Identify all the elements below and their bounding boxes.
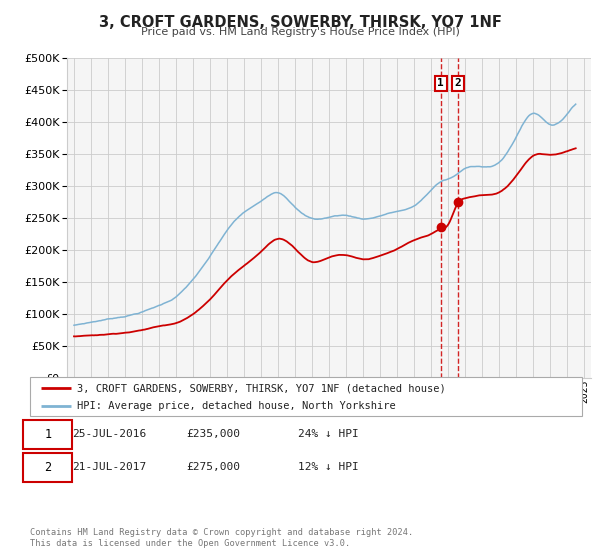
Text: 3, CROFT GARDENS, SOWERBY, THIRSK, YO7 1NF (detached house): 3, CROFT GARDENS, SOWERBY, THIRSK, YO7 1… bbox=[77, 383, 446, 393]
Text: 1: 1 bbox=[44, 428, 52, 441]
Text: Price paid vs. HM Land Registry's House Price Index (HPI): Price paid vs. HM Land Registry's House … bbox=[140, 27, 460, 37]
Text: 24% ↓ HPI: 24% ↓ HPI bbox=[298, 429, 359, 439]
Text: 25-JUL-2016: 25-JUL-2016 bbox=[72, 429, 146, 439]
FancyBboxPatch shape bbox=[23, 419, 73, 449]
Text: £275,000: £275,000 bbox=[186, 462, 240, 472]
Text: 2: 2 bbox=[44, 461, 52, 474]
FancyBboxPatch shape bbox=[30, 377, 582, 416]
Text: Contains HM Land Registry data © Crown copyright and database right 2024.: Contains HM Land Registry data © Crown c… bbox=[30, 528, 413, 536]
Text: 2: 2 bbox=[454, 78, 461, 88]
Text: 1: 1 bbox=[437, 78, 444, 88]
Text: 12% ↓ HPI: 12% ↓ HPI bbox=[298, 462, 359, 472]
Text: £235,000: £235,000 bbox=[186, 429, 240, 439]
FancyBboxPatch shape bbox=[23, 452, 73, 482]
Text: 21-JUL-2017: 21-JUL-2017 bbox=[72, 462, 146, 472]
Text: 3, CROFT GARDENS, SOWERBY, THIRSK, YO7 1NF: 3, CROFT GARDENS, SOWERBY, THIRSK, YO7 1… bbox=[98, 15, 502, 30]
Text: This data is licensed under the Open Government Licence v3.0.: This data is licensed under the Open Gov… bbox=[30, 539, 350, 548]
Text: HPI: Average price, detached house, North Yorkshire: HPI: Average price, detached house, Nort… bbox=[77, 400, 395, 410]
